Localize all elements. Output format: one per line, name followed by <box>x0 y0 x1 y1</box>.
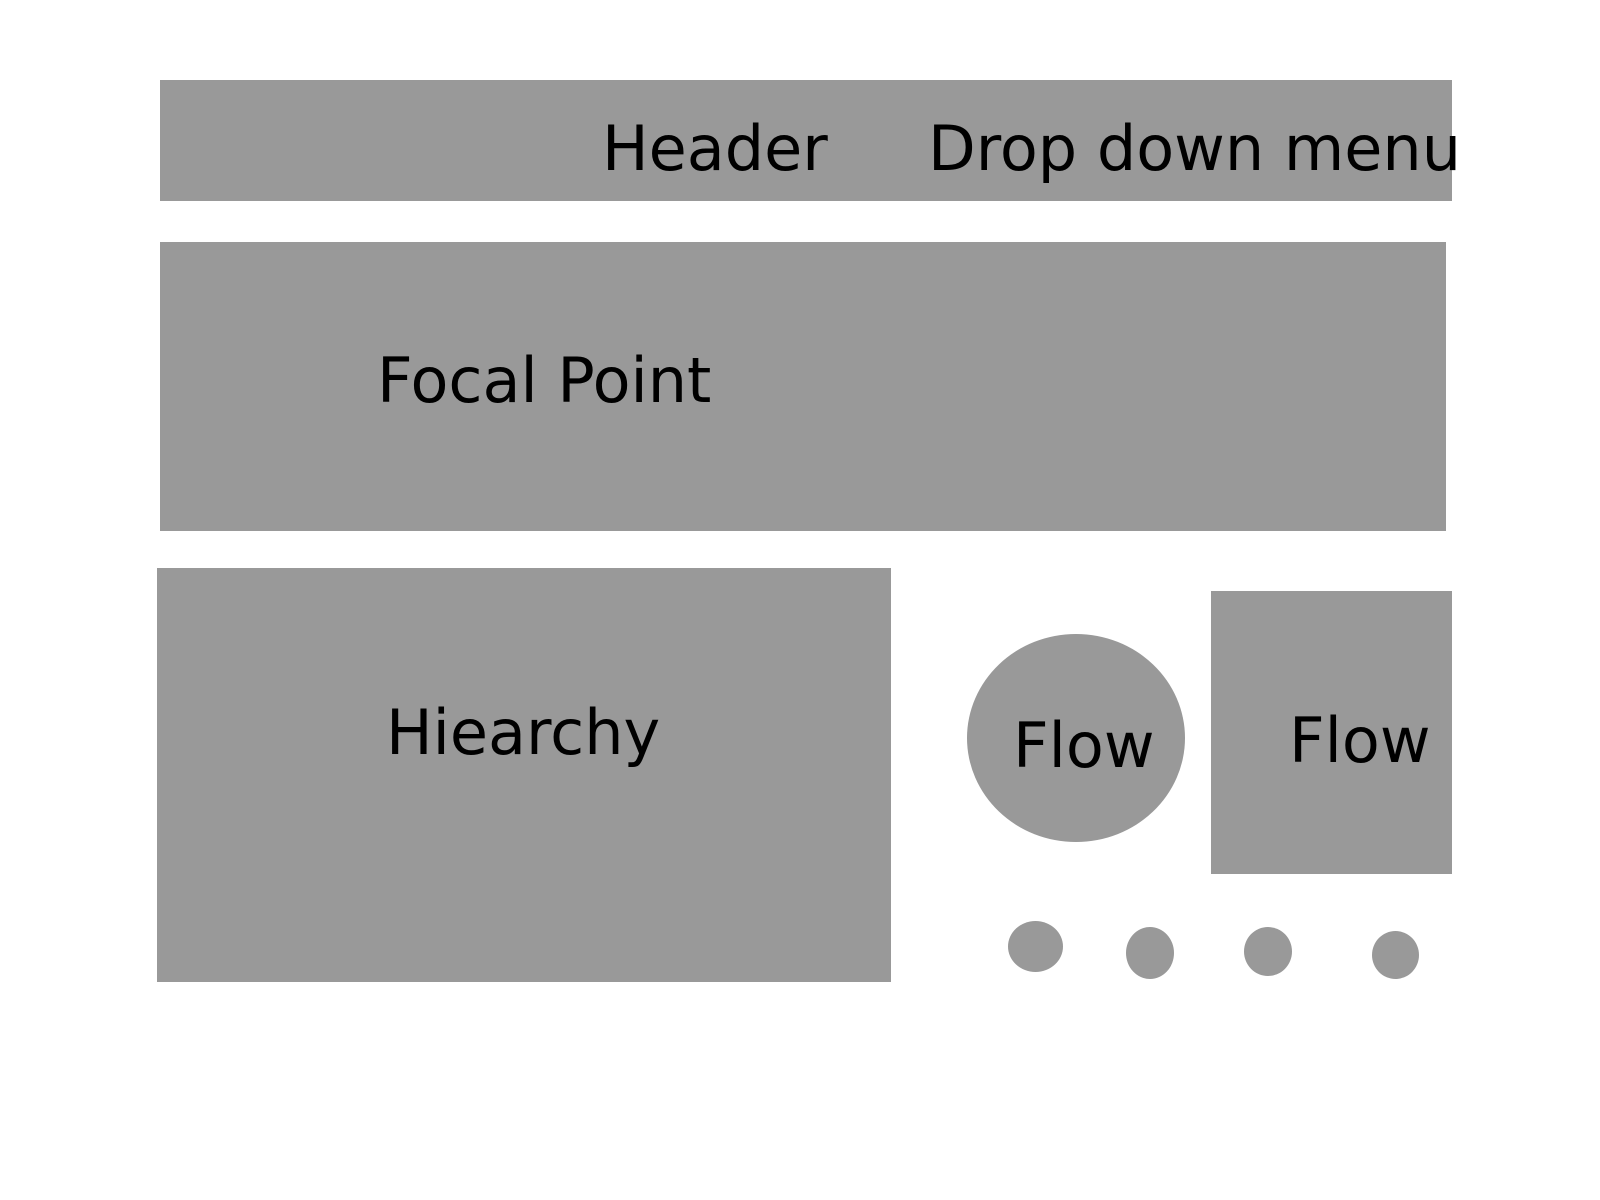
header-bar <box>160 80 1452 201</box>
hierarchy-block <box>157 568 891 982</box>
flow-square[interactable] <box>1211 591 1452 874</box>
pagination-dot[interactable] <box>1244 927 1292 976</box>
flow-circle-label: Flow <box>1013 709 1155 782</box>
flow-circle[interactable] <box>967 634 1185 842</box>
pagination-dot[interactable] <box>1126 927 1174 979</box>
pagination-dot[interactable] <box>1372 931 1419 979</box>
flow-square-label: Flow <box>1289 704 1431 777</box>
dropdown-menu-label[interactable]: Drop down menu <box>928 112 1461 185</box>
pagination-dot[interactable] <box>1008 921 1063 972</box>
hierarchy-label: Hiearchy <box>386 696 661 769</box>
header-label: Header <box>602 112 828 185</box>
focal-point-block <box>160 242 1446 531</box>
focal-point-label: Focal Point <box>377 344 712 417</box>
